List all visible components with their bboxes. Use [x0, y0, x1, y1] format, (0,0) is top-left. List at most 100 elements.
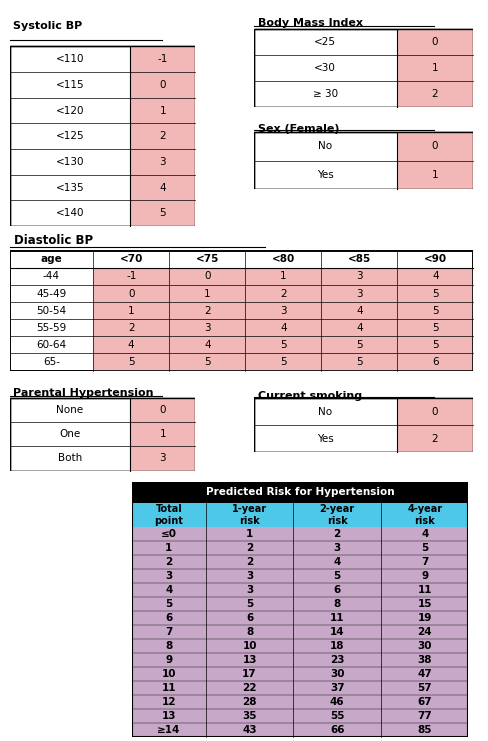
Text: ≤0: ≤0 — [161, 529, 177, 539]
FancyBboxPatch shape — [132, 583, 468, 597]
Text: <140: <140 — [56, 208, 84, 218]
Text: Total
point: Total point — [154, 504, 183, 525]
Text: 5: 5 — [204, 357, 210, 367]
Text: Yes: Yes — [317, 170, 333, 180]
Text: 22: 22 — [243, 683, 257, 693]
Text: 1: 1 — [280, 271, 286, 282]
Text: 3: 3 — [280, 306, 286, 316]
Text: 1-year
risk: 1-year risk — [232, 504, 267, 525]
Text: Body Mass Index: Body Mass Index — [258, 18, 363, 27]
Text: 38: 38 — [417, 655, 432, 665]
Text: 0: 0 — [204, 271, 210, 282]
Text: <120: <120 — [56, 106, 84, 116]
Text: ≥ 30: ≥ 30 — [313, 90, 338, 99]
FancyBboxPatch shape — [132, 541, 468, 555]
Text: 30: 30 — [417, 641, 432, 651]
Text: 4: 4 — [432, 271, 439, 282]
FancyBboxPatch shape — [132, 653, 468, 667]
FancyBboxPatch shape — [10, 47, 195, 226]
Text: 2: 2 — [246, 543, 253, 553]
Text: 2: 2 — [280, 288, 286, 299]
Text: age: age — [41, 254, 62, 265]
FancyBboxPatch shape — [132, 555, 468, 569]
Text: 50-54: 50-54 — [37, 306, 66, 316]
Text: -1: -1 — [126, 271, 137, 282]
Text: 5: 5 — [432, 323, 439, 333]
Text: Both: Both — [58, 453, 82, 463]
FancyBboxPatch shape — [397, 285, 473, 302]
Text: 0: 0 — [432, 37, 438, 47]
FancyBboxPatch shape — [132, 527, 468, 541]
FancyBboxPatch shape — [130, 175, 195, 200]
Text: 0: 0 — [432, 142, 438, 151]
Text: 77: 77 — [417, 711, 432, 721]
Text: 67: 67 — [417, 697, 432, 707]
Text: 5: 5 — [333, 571, 341, 581]
Text: 12: 12 — [162, 697, 176, 707]
Text: 13: 13 — [162, 711, 176, 721]
Text: 57: 57 — [417, 683, 432, 693]
Text: 8: 8 — [333, 599, 341, 609]
FancyBboxPatch shape — [132, 667, 468, 681]
Text: <80: <80 — [272, 254, 295, 265]
Text: 6: 6 — [165, 613, 172, 623]
Text: 1: 1 — [431, 63, 438, 73]
Text: 6: 6 — [333, 585, 341, 595]
Text: 11: 11 — [162, 683, 176, 693]
FancyBboxPatch shape — [245, 336, 321, 353]
FancyBboxPatch shape — [132, 723, 468, 737]
Text: 4: 4 — [128, 340, 135, 350]
Text: <135: <135 — [56, 182, 84, 193]
Text: 2: 2 — [165, 557, 172, 567]
FancyBboxPatch shape — [169, 353, 245, 370]
FancyBboxPatch shape — [396, 82, 473, 107]
FancyBboxPatch shape — [93, 302, 169, 319]
Text: 3: 3 — [160, 157, 166, 167]
FancyBboxPatch shape — [132, 502, 468, 527]
Text: 60-64: 60-64 — [37, 340, 66, 350]
Text: No: No — [318, 407, 332, 417]
Text: 1: 1 — [128, 306, 135, 316]
FancyBboxPatch shape — [245, 285, 321, 302]
Text: 24: 24 — [417, 627, 432, 637]
FancyBboxPatch shape — [245, 268, 321, 285]
Text: 3: 3 — [160, 453, 166, 463]
Text: 5: 5 — [160, 208, 166, 218]
FancyBboxPatch shape — [93, 353, 169, 370]
FancyBboxPatch shape — [130, 422, 195, 446]
Text: 15: 15 — [417, 599, 432, 609]
Text: 5: 5 — [432, 306, 439, 316]
FancyBboxPatch shape — [10, 250, 473, 370]
FancyBboxPatch shape — [321, 319, 397, 336]
Text: Systolic BP: Systolic BP — [14, 21, 83, 31]
Text: 30: 30 — [330, 669, 345, 679]
Text: 4: 4 — [165, 585, 172, 595]
Text: 8: 8 — [246, 627, 253, 637]
Text: 11: 11 — [417, 585, 432, 595]
Text: 4-year
risk: 4-year risk — [407, 504, 442, 525]
Text: 2: 2 — [431, 433, 438, 444]
Text: 85: 85 — [417, 725, 432, 735]
FancyBboxPatch shape — [132, 709, 468, 723]
FancyBboxPatch shape — [245, 353, 321, 370]
Text: None: None — [57, 405, 83, 415]
FancyBboxPatch shape — [93, 285, 169, 302]
FancyBboxPatch shape — [169, 268, 245, 285]
FancyBboxPatch shape — [130, 398, 195, 422]
Text: 3: 3 — [333, 543, 341, 553]
FancyBboxPatch shape — [130, 47, 195, 72]
FancyBboxPatch shape — [130, 72, 195, 98]
Text: 55: 55 — [330, 711, 345, 721]
Text: 2-year
risk: 2-year risk — [320, 504, 355, 525]
Text: Sex (Female): Sex (Female) — [258, 124, 340, 134]
Text: 65-: 65- — [43, 357, 60, 367]
Text: 23: 23 — [330, 655, 345, 665]
Text: 4: 4 — [421, 529, 428, 539]
Text: 2: 2 — [204, 306, 210, 316]
Text: 4: 4 — [160, 182, 166, 193]
Text: 10: 10 — [243, 641, 257, 651]
FancyBboxPatch shape — [132, 597, 468, 611]
Text: 19: 19 — [418, 613, 432, 623]
FancyBboxPatch shape — [93, 336, 169, 353]
FancyBboxPatch shape — [130, 124, 195, 149]
